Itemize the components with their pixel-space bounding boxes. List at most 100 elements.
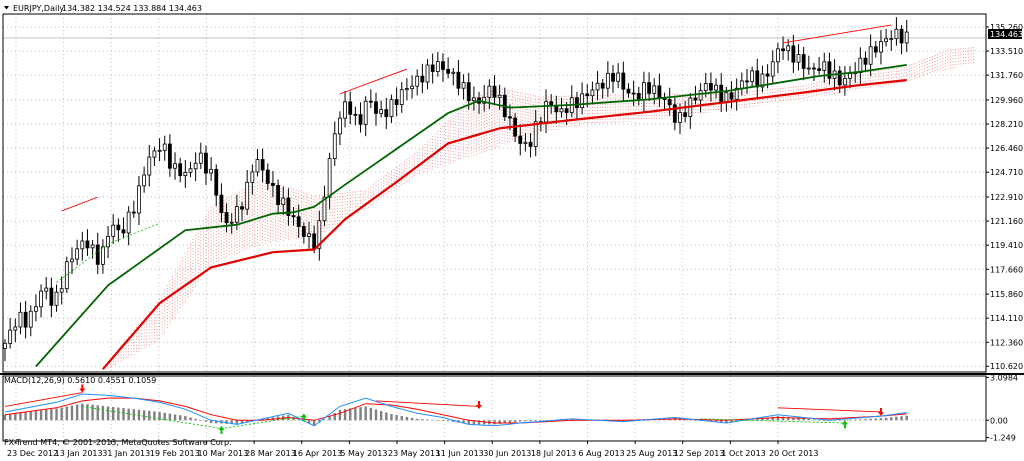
candle-body: [863, 57, 868, 65]
price-divergence-line: [339, 68, 408, 95]
candle-body: [678, 112, 682, 123]
candle-body: [281, 197, 286, 206]
macd-histogram-bar: [884, 417, 888, 421]
candle-body: [389, 99, 394, 118]
candle-body: [59, 288, 64, 293]
candle-body: [348, 101, 353, 115]
macd-histogram-bar: [823, 420, 826, 421]
macd-histogram-bar: [812, 419, 816, 421]
candle-body: [600, 82, 605, 89]
candle-body: [559, 108, 564, 113]
candle-body: [296, 216, 301, 227]
axes: 135.260 133.510 131.760 129.960 128.210 126.4…: [0, 13, 1024, 458]
candle-body: [332, 133, 337, 160]
candle-body: [183, 172, 188, 177]
candle-body: [358, 114, 363, 125]
macd-histogram-bar: [864, 419, 867, 421]
macd-histogram-bar: [117, 407, 120, 421]
date-tick-label: 11 Jun 2013: [436, 449, 484, 458]
candle-body: [23, 311, 28, 328]
candle-body: [801, 54, 806, 69]
triangle-down-icon[interactable]: [4, 6, 9, 10]
macd-histogram-bar: [395, 415, 398, 421]
macd-histogram-bar: [833, 420, 836, 421]
candle-body: [34, 306, 38, 312]
candle-body: [461, 82, 466, 89]
candle-body: [523, 141, 528, 144]
candle-body: [250, 171, 255, 183]
candle-body: [466, 82, 471, 102]
candle-body: [147, 156, 152, 176]
macd-histogram-bar: [714, 420, 718, 423]
candle-body: [667, 99, 672, 106]
candle-body: [822, 61, 827, 71]
price-tick-label: 131.760: [990, 71, 1023, 80]
candle-body: [760, 73, 765, 88]
macd-histogram-bar: [96, 405, 99, 421]
price-tick-label: 112.360: [990, 338, 1023, 347]
macd-histogram-bar: [163, 412, 166, 421]
macd-histogram-bar: [55, 408, 58, 421]
macd-histogram-bar: [750, 419, 754, 421]
macd-histogram-bar: [29, 411, 32, 421]
macd-histogram-bar: [24, 412, 27, 421]
price-tick-label: 117.660: [990, 265, 1023, 274]
macd-histogram-bar: [689, 419, 692, 421]
candle-body: [379, 109, 384, 114]
macd-histogram-bar: [349, 408, 352, 421]
price-tick-label: 135.260: [990, 23, 1023, 32]
price-tick-label: 122.910: [990, 193, 1023, 202]
macd-histogram-bar: [91, 404, 94, 421]
price-tick-label: 114.110: [990, 314, 1023, 323]
macd-histogram-bar: [297, 419, 300, 421]
macd-histogram-bar: [45, 409, 48, 421]
macd-histogram-bar: [374, 409, 378, 421]
candle-body: [456, 71, 461, 89]
candle-body: [307, 233, 311, 237]
macd-histogram-bar: [19, 412, 22, 421]
candle-body: [770, 61, 775, 77]
macd-histogram-bar: [178, 415, 182, 421]
macd-histogram-bar: [369, 407, 373, 421]
candle-body: [873, 46, 878, 53]
candle-body: [167, 143, 172, 169]
macd-histogram-bar: [333, 413, 336, 421]
candle-body: [652, 85, 657, 94]
macd-histogram-bar: [642, 420, 646, 421]
candle-body: [621, 72, 626, 90]
macd-histogram-bar: [730, 420, 733, 423]
price-tick-label: 133.510: [990, 47, 1023, 56]
date-tick-label: 1 Oct 2013: [721, 449, 765, 458]
macd-histogram-bar: [647, 419, 651, 421]
macd-histogram-bar: [379, 410, 383, 421]
macd-histogram-bar: [720, 420, 723, 423]
macd-histogram-bar: [405, 416, 409, 421]
candle-body: [430, 64, 435, 72]
candle-body: [812, 67, 816, 70]
bear-arrow-icon: [79, 384, 86, 393]
candle-body: [739, 80, 744, 89]
bear-arrow-icon: [877, 407, 884, 416]
macd-histogram-bar: [410, 417, 414, 421]
macd-signal-line: [4, 397, 907, 424]
candle-body: [3, 342, 7, 349]
macd-histogram-bar: [266, 418, 269, 421]
candle-body: [580, 93, 584, 109]
macd-histogram-bar: [60, 407, 63, 421]
price-divergence-line: [782, 24, 892, 44]
macd-histogram-bar: [529, 420, 532, 422]
macd-histogram-bar: [230, 420, 233, 425]
candle-body: [729, 92, 734, 100]
date-tick-label: 19 Feb 2013: [150, 449, 200, 458]
candle-body: [703, 82, 708, 92]
candle-body: [353, 113, 358, 116]
candle-body: [374, 101, 378, 114]
macd-histogram-bar: [575, 419, 579, 421]
price-tick-label: 115.860: [990, 290, 1023, 299]
candle-body: [858, 57, 863, 74]
candle-body: [605, 72, 610, 89]
candle-body: [399, 89, 404, 105]
candle-body: [672, 104, 677, 123]
date-tick-label: 18 Jul 2013: [531, 449, 576, 458]
